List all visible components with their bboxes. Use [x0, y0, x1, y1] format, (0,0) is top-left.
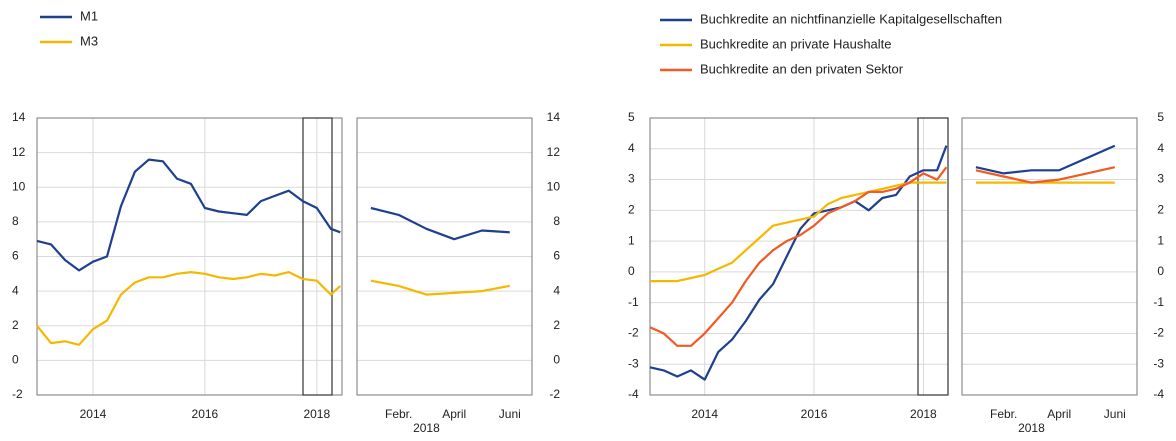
x-tick-label: 2014: [691, 407, 718, 421]
series-line: [649, 166, 948, 347]
series-line: [975, 144, 1116, 175]
y-tick-label: 2: [1157, 203, 1164, 217]
series-line: [650, 181, 947, 283]
y-tick-label: 1: [1157, 233, 1164, 247]
x-axis-label: 2018: [413, 421, 440, 435]
highlight-box: [302, 117, 333, 396]
y-tick-label: -3: [628, 356, 639, 370]
x-axis-label: 2018: [1018, 421, 1045, 435]
y-tick-label: 5: [1157, 110, 1164, 124]
series-line: [36, 158, 341, 272]
y-tick-label: 8: [553, 214, 560, 228]
legend-label: M3: [80, 33, 98, 48]
y-tick-label: -3: [1153, 356, 1164, 370]
legend-label: Buchkredite an nichtfinanzielle Kapitalg…: [700, 11, 1002, 26]
y-tick-label: -4: [628, 387, 639, 401]
y-tick-label: -4: [1153, 387, 1164, 401]
plot-frame: [961, 117, 1138, 396]
x-tick-label: 2016: [192, 407, 219, 421]
y-tick-label: 0: [628, 264, 635, 278]
x-tick-label: Febr.: [990, 407, 1017, 421]
legend-label: Buchkredite an private Haushalte: [700, 36, 892, 51]
y-tick-label: -1: [1153, 295, 1164, 309]
y-tick-label: 2: [12, 318, 19, 332]
y-tick-label: -2: [628, 326, 639, 340]
series-line: [975, 166, 1116, 184]
y-tick-label: 12: [12, 145, 26, 159]
x-tick-label: Juni: [499, 407, 521, 421]
legend-label: M1: [80, 8, 98, 23]
series-line: [370, 206, 510, 241]
highlight-box: [917, 117, 949, 396]
x-tick-label: 2014: [80, 407, 107, 421]
plot-frame: [649, 117, 949, 396]
y-tick-label: 10: [12, 179, 26, 193]
y-tick-label: 6: [553, 249, 560, 263]
y-tick-label: 8: [12, 214, 19, 228]
plot-frame: [36, 117, 343, 396]
y-tick-label: 14: [12, 110, 26, 124]
series-line: [36, 271, 342, 346]
y-tick-label: 2: [553, 318, 560, 332]
y-tick-label: 6: [12, 249, 19, 263]
y-tick-label: -2: [1153, 326, 1164, 340]
y-tick-label: 5: [628, 110, 635, 124]
y-tick-label: 14: [547, 110, 561, 124]
x-tick-label: April: [1047, 407, 1071, 421]
y-tick-label: 3: [628, 172, 635, 186]
x-tick-label: 2016: [801, 407, 828, 421]
y-tick-label: 10: [547, 179, 561, 193]
x-tick-label: Febr.: [385, 407, 412, 421]
plot-frame: [356, 117, 533, 396]
y-tick-label: 0: [12, 353, 19, 367]
y-tick-label: 12: [547, 145, 561, 159]
y-tick-label: 3: [1157, 172, 1164, 186]
y-tick-label: 0: [553, 353, 560, 367]
y-tick-label: 0: [1157, 264, 1164, 278]
y-tick-label: -1: [628, 295, 639, 309]
y-tick-label: 4: [12, 283, 19, 297]
series-line: [370, 279, 511, 296]
legend-label: Buchkredite an den privaten Sektor: [700, 61, 904, 76]
y-tick-label: 4: [628, 141, 635, 155]
x-tick-label: April: [442, 407, 466, 421]
y-tick-label: 1: [628, 233, 635, 247]
x-tick-label: 2018: [910, 407, 937, 421]
series-line: [649, 145, 948, 381]
y-tick-label: 4: [1157, 141, 1164, 155]
y-tick-label: -2: [12, 387, 23, 401]
x-tick-label: 2018: [303, 407, 330, 421]
y-tick-label: 2: [628, 203, 635, 217]
y-tick-label: 4: [553, 283, 560, 297]
x-tick-label: Juni: [1104, 407, 1126, 421]
y-tick-label: -2: [549, 387, 560, 401]
